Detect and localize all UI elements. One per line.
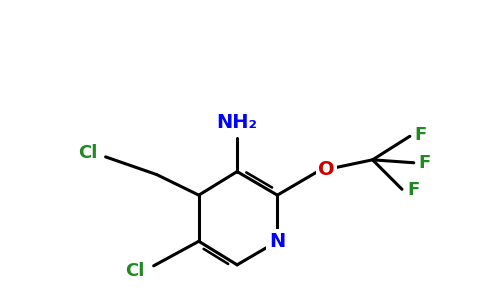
Text: Cl: Cl [78,144,98,162]
Text: NH₂: NH₂ [217,113,257,132]
Text: N: N [269,232,286,251]
Text: Cl: Cl [125,262,145,280]
Text: O: O [318,160,335,179]
Text: F: F [419,154,431,172]
Text: F: F [415,126,427,144]
Text: F: F [407,181,419,199]
